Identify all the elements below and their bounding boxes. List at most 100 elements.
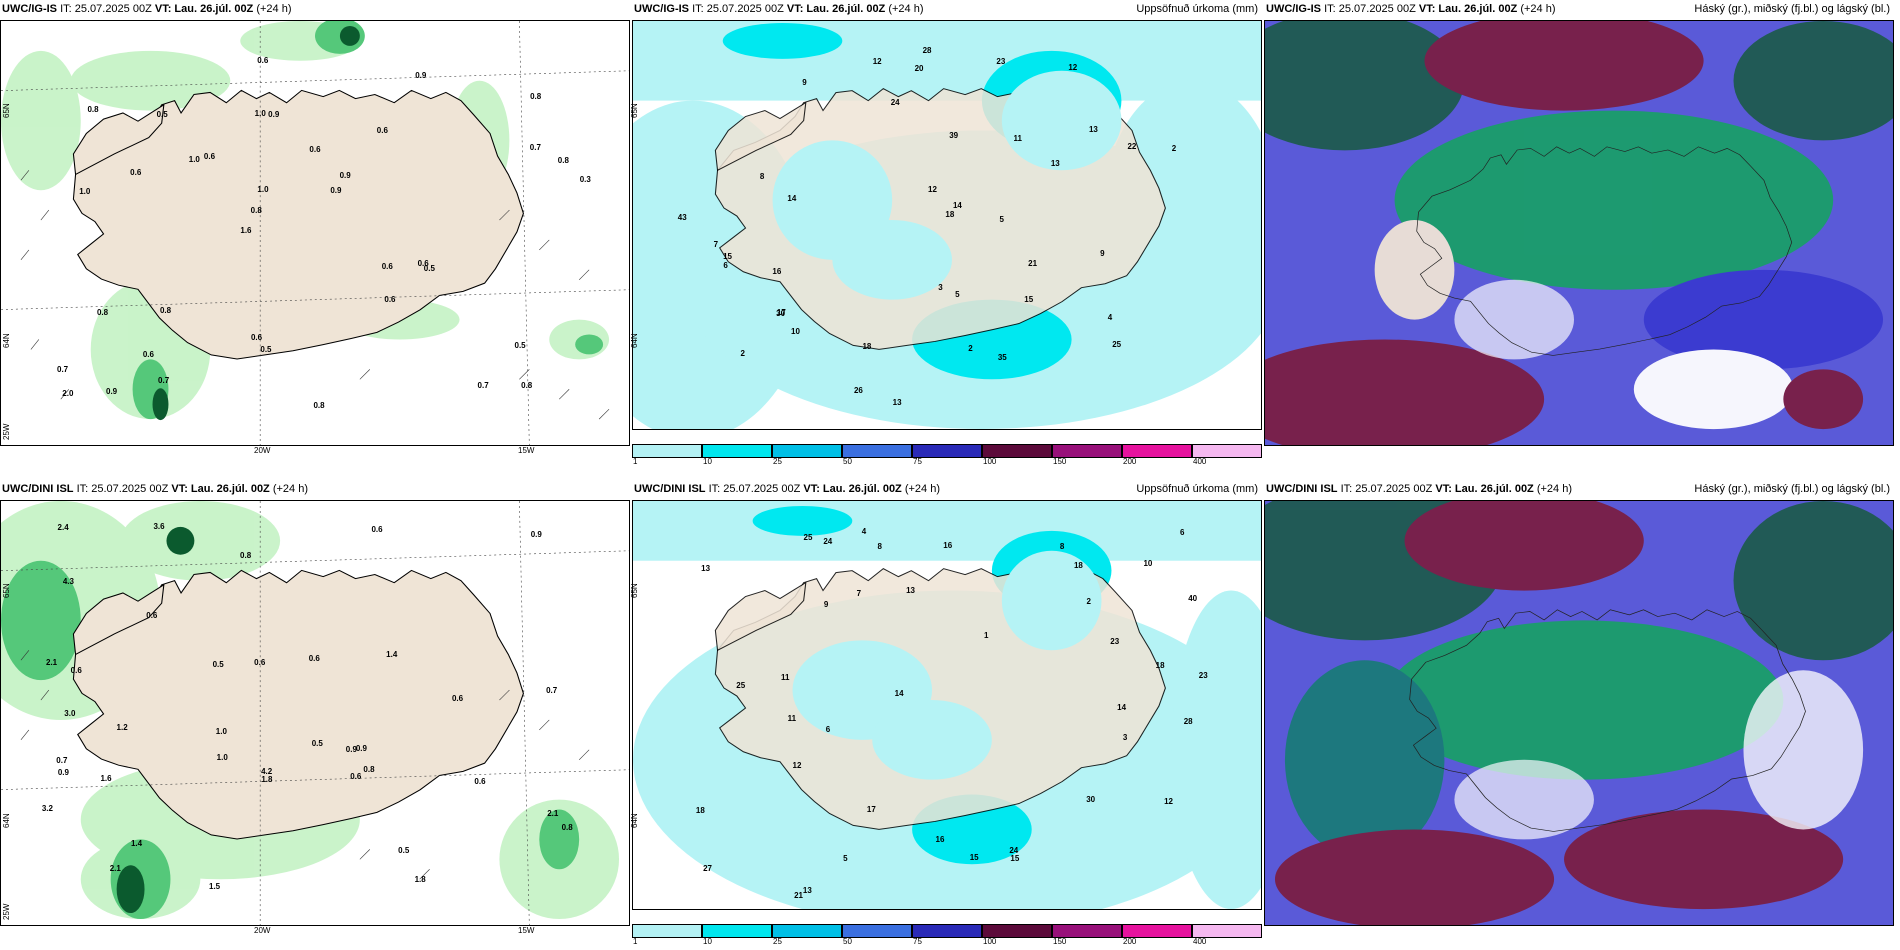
map-value-label: 15 — [1024, 294, 1034, 304]
map-value-label: 0.9 — [415, 71, 427, 81]
map-value-label: 0.9 — [57, 768, 69, 778]
map-value-label: 6 — [825, 724, 831, 734]
map-value-label: 0.6 — [381, 261, 393, 271]
map-precipitation[interactable]: 2 12 9 13 5 14 16 17 22 13 7 28 15 18 13 12 25 43 30 26 35 20… — [632, 20, 1262, 430]
map-value-label: 43 — [677, 212, 687, 222]
legend-swatch — [982, 444, 1052, 458]
map-value-label: 0.6 — [384, 295, 396, 305]
map-value-label: 0.6 — [250, 332, 263, 342]
lat-label: 65N — [630, 103, 639, 118]
panel-title: UWC/DINI ISL IT: 25.07.2025 00Z VT: Lau.… — [2, 483, 309, 495]
lon-label: 15W — [518, 446, 535, 455]
map-value-label: 14 — [952, 201, 962, 211]
legend-tick: 100 — [983, 937, 997, 946]
legend-tick: 50 — [843, 937, 852, 946]
map-value-label: 0.5 — [398, 845, 410, 855]
map-value-label: 11 — [1013, 133, 1022, 143]
lat-label: 64N — [630, 333, 639, 348]
precip-legend: 1 10 25 50 75 100 150 200 400 — [632, 924, 1262, 946]
map-value-label: 0.9 — [530, 529, 542, 539]
legend-tick: 200 — [1123, 457, 1137, 466]
map-value-label: 0.8 — [561, 823, 573, 833]
map-value-label: 0.7 — [529, 142, 541, 152]
map-value-label: 23 — [996, 56, 1006, 66]
map-value-label: 7 — [713, 239, 719, 249]
map-value-label: 23 — [1110, 637, 1120, 647]
map-value-label: 13 — [802, 885, 812, 895]
legend-swatch — [842, 444, 912, 458]
map-value-label: 5 — [999, 214, 1004, 224]
panel-ig-wind: UWC/IG-IS IT: 25.07.2025 00Z VT: Lau. 26… — [0, 0, 630, 462]
map-cloud-cover[interactable] — [1264, 20, 1894, 446]
map-value-label: 21 — [1028, 258, 1038, 268]
map-value-label: 20 — [914, 63, 924, 73]
map-value-label: 7 — [856, 589, 862, 599]
map-precipitation[interactable]: 3 8 13 23 21 16 15 24 27 18 11 6 7 17 16 12 13 18 10 15 25 24… — [632, 500, 1262, 910]
legend-swatch — [982, 924, 1052, 938]
panel-title: UWC/IG-IS IT: 25.07.2025 00Z VT: Lau. 26… — [634, 3, 1258, 15]
lat-label: 64N — [2, 813, 11, 828]
map-value-label: 4 — [861, 526, 867, 536]
map-value-label: 0.6 — [371, 524, 383, 534]
lat-label: 65N — [2, 583, 11, 598]
map-value-label: 0.9 — [355, 743, 367, 753]
map-value-label: 16 — [772, 267, 782, 277]
panel-title: UWC/DINI ISL IT: 25.07.2025 00Z VT: Lau.… — [1266, 483, 1890, 495]
map-value-label: 0.5 — [423, 264, 435, 274]
map-value-label: 8 — [1059, 542, 1065, 552]
map-value-label: 9 — [1100, 249, 1105, 259]
map-value-label: 24 — [823, 536, 833, 546]
map-value-label: 1.0 — [188, 154, 200, 164]
map-cloud-cover[interactable] — [1264, 500, 1894, 926]
map-value-label: 6 — [1179, 528, 1185, 538]
map-value-label: 24 — [890, 98, 900, 108]
map-value-label: 11 — [787, 713, 797, 723]
lat-label: 64N — [2, 333, 11, 348]
map-value-label: 15 — [969, 852, 979, 862]
panel-title: UWC/IG-IS IT: 25.07.2025 00Z VT: Lau. 26… — [2, 3, 292, 15]
map-value-label: 2.1 — [46, 658, 58, 668]
map-value-label: 2.1 — [109, 864, 121, 874]
map-value-label: 0.6 — [70, 665, 82, 675]
map-value-label: 18 — [862, 342, 872, 352]
map-value-label: 0.6 — [203, 152, 216, 162]
map-wind-gust[interactable]: 0.8 0.6 0.9 0.6 1.0 0.6 0.6 0.9 0.5 0.6 1.4 2.1 1.6 4… — [0, 500, 630, 926]
lon-label: 15W — [518, 926, 535, 935]
map-value-label: 0.7 — [56, 756, 68, 766]
map-value-label: 13 — [701, 564, 711, 574]
map-value-label: 17 — [866, 805, 876, 815]
map-value-label: 0.6 — [451, 694, 464, 704]
legend-tick: 10 — [703, 457, 712, 466]
map-value-label: 3.2 — [41, 803, 53, 813]
map-value-label: 3.0 — [64, 709, 76, 719]
map-value-label: 0.8 — [521, 381, 533, 391]
map-value-label: 12 — [1164, 797, 1173, 807]
lon-label: 25W — [2, 903, 11, 920]
map-value-label: 27 — [703, 864, 713, 874]
map-value-label: 39 — [949, 130, 959, 140]
map-value-label: 2.0 — [62, 389, 74, 398]
map-value-label: 0.9 — [339, 171, 351, 181]
legend-tick: 400 — [1193, 937, 1207, 946]
map-value-label: 0.5 — [212, 660, 224, 670]
map-value-label: 10 — [791, 326, 800, 336]
map-value-label: 8 — [877, 541, 882, 551]
legend-tick: 400 — [1193, 457, 1207, 466]
legend-tick: 75 — [913, 937, 922, 946]
map-value-label: 25 — [736, 680, 746, 690]
map-value-label: 1.0 — [216, 753, 228, 763]
legend-tick: 50 — [843, 457, 852, 466]
map-value-label: 25 — [1112, 340, 1122, 350]
legend-swatch — [1052, 924, 1122, 938]
map-value-label: 0.5 — [260, 345, 272, 355]
map-value-label: 0.8 — [530, 92, 542, 102]
precip-legend: 1 10 25 50 75 100 150 200 400 — [632, 444, 1262, 466]
map-value-label: 25 — [803, 533, 813, 543]
legend-swatch — [772, 444, 842, 458]
map-value-label: 12 — [1068, 63, 1078, 73]
map-value-label: 0.9 — [268, 109, 280, 119]
map-wind-gust[interactable]: 0.8 1.0 0.8 1.6 0.6 0.9 1.0 0.6 0.8 0.6 0.7 0.6 0.9 0… — [0, 20, 630, 446]
map-value-label: 1.0 — [254, 108, 266, 118]
map-value-label: 15 — [723, 252, 732, 262]
map-value-label: 2 — [740, 349, 745, 359]
